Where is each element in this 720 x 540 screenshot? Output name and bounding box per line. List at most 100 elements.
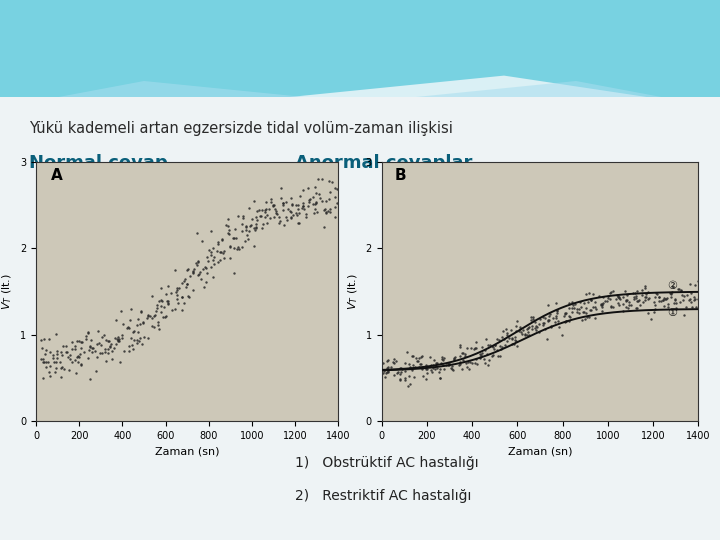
Point <box>607 286 618 295</box>
Point <box>692 294 703 303</box>
Point <box>382 356 393 365</box>
Point <box>215 247 227 256</box>
Point <box>132 314 144 323</box>
Point <box>191 228 202 237</box>
Point <box>564 303 575 312</box>
Point <box>560 317 572 326</box>
Point <box>631 304 643 313</box>
Point <box>420 375 432 383</box>
Point <box>152 318 163 326</box>
Point <box>308 208 320 217</box>
Point <box>500 325 512 334</box>
Point <box>559 311 570 320</box>
Point <box>292 218 304 227</box>
Point <box>611 294 622 303</box>
Text: Yükü kademeli artan egzersizde tidal volüm-zaman ilişkisi: Yükü kademeli artan egzersizde tidal vol… <box>29 122 453 137</box>
Point <box>482 341 494 350</box>
Point <box>442 359 454 368</box>
Point <box>110 340 122 348</box>
Point <box>132 328 144 336</box>
Point <box>52 354 63 363</box>
Point <box>169 305 181 313</box>
Point <box>333 183 345 191</box>
Point <box>156 297 168 306</box>
Point <box>519 330 531 339</box>
Point <box>264 213 276 222</box>
Point <box>595 299 607 308</box>
Point <box>171 284 183 292</box>
Point <box>588 302 599 311</box>
Point <box>522 324 534 333</box>
Point <box>160 290 171 299</box>
Point <box>178 277 189 286</box>
Point <box>274 217 286 225</box>
Point <box>73 336 85 345</box>
Point <box>551 307 562 315</box>
Point <box>630 291 642 300</box>
Text: Anormal cevaplar: Anormal cevaplar <box>295 154 472 172</box>
Point <box>382 355 394 364</box>
Point <box>50 330 62 339</box>
Point <box>102 345 114 353</box>
Point <box>629 289 641 298</box>
Point <box>514 322 526 331</box>
Point <box>285 208 297 217</box>
Point <box>250 223 261 232</box>
Point <box>246 214 258 223</box>
Point <box>670 299 682 307</box>
Point <box>170 288 181 296</box>
Point <box>323 194 335 203</box>
Point <box>659 301 670 310</box>
Point <box>178 299 189 308</box>
Point <box>584 288 595 297</box>
Point <box>75 338 86 346</box>
Point <box>285 214 297 222</box>
Point <box>86 344 97 353</box>
Point <box>464 357 476 366</box>
Point <box>123 324 135 333</box>
Point <box>510 322 521 330</box>
Point <box>104 337 115 346</box>
Point <box>239 237 251 245</box>
Point <box>623 303 634 312</box>
Point <box>588 289 599 298</box>
Point <box>212 247 223 255</box>
Point <box>546 322 557 331</box>
Point <box>434 365 446 374</box>
Point <box>507 334 518 343</box>
Point <box>60 348 72 356</box>
Point <box>122 323 133 332</box>
Point <box>184 272 196 281</box>
Point <box>454 341 465 350</box>
Point <box>627 289 639 298</box>
Point <box>146 321 158 330</box>
Point <box>47 350 58 359</box>
Point <box>474 354 486 362</box>
Point <box>300 213 312 221</box>
Point <box>296 204 307 212</box>
Point <box>184 293 195 301</box>
Point <box>309 183 320 192</box>
Point <box>630 303 642 312</box>
Point <box>297 202 308 211</box>
Point <box>606 302 617 310</box>
Point <box>69 345 81 354</box>
Point <box>218 247 230 255</box>
Point <box>277 199 289 208</box>
Point <box>533 320 544 329</box>
Point <box>527 313 539 321</box>
Point <box>204 246 215 255</box>
Point <box>233 245 245 254</box>
Point <box>192 258 204 267</box>
Point <box>207 273 219 281</box>
Point <box>469 343 481 352</box>
Point <box>505 326 517 335</box>
Point <box>217 249 228 258</box>
Point <box>539 325 551 333</box>
Point <box>589 298 600 307</box>
Point <box>474 349 485 358</box>
Point <box>542 316 554 325</box>
Point <box>503 334 514 342</box>
Point <box>521 325 533 334</box>
Point <box>420 361 432 369</box>
